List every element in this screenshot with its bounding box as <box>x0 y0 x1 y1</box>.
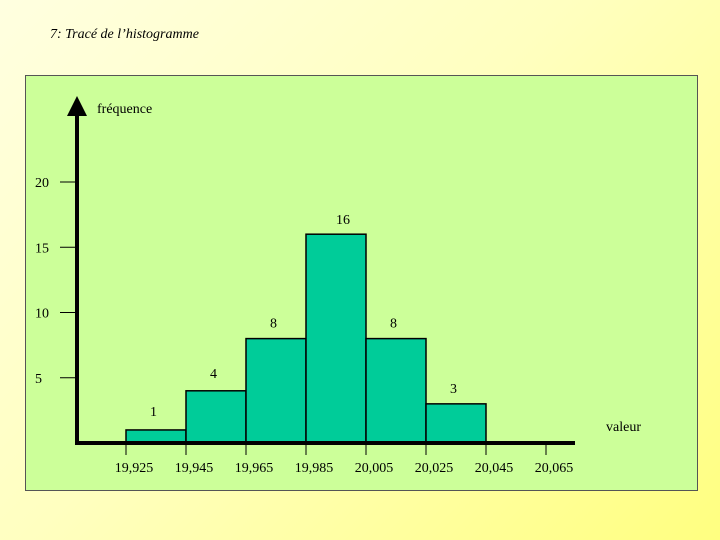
y-tick-label: 10 <box>35 307 49 322</box>
slide-title: 7: Tracé de l’histogramme <box>50 27 199 42</box>
x-tick-label: 20,045 <box>475 461 514 476</box>
x-tick-label: 19,945 <box>175 461 214 476</box>
x-tick-label: 19,985 <box>295 461 334 476</box>
histogram-bar <box>185 390 247 444</box>
histogram-bar <box>245 337 307 444</box>
ticks-layer: 5 10 15 20 19,925 19,945 19,965 19,985 20,005 20,… <box>35 176 573 476</box>
y-tick-label: 5 <box>35 372 42 387</box>
histogram-bar <box>365 337 427 444</box>
bar-data-label: 16 <box>336 213 350 228</box>
x-tick-label: 20,025 <box>415 461 454 476</box>
bar-data-label: 8 <box>390 317 397 332</box>
bar-data-label: 8 <box>270 317 277 332</box>
bar-data-label: 4 <box>210 367 217 382</box>
y-tick-label: 15 <box>35 241 49 256</box>
x-axis-label: valeur <box>606 420 641 435</box>
histogram-bar <box>305 233 367 444</box>
x-tick-label: 19,965 <box>235 461 274 476</box>
bars-layer: 1 4 8 16 8 3 <box>125 213 487 444</box>
bar-data-label: 3 <box>450 382 457 397</box>
y-tick-label: 20 <box>35 176 49 191</box>
x-tick-label: 20,065 <box>535 461 574 476</box>
x-tick-label: 20,005 <box>355 461 394 476</box>
bar-data-label: 1 <box>150 405 157 420</box>
labels-layer: fréquence valeur <box>97 102 641 435</box>
histogram-bar <box>425 403 487 444</box>
axes-layer <box>67 96 575 445</box>
x-tick-label: 19,925 <box>115 461 154 476</box>
y-axis-label: fréquence <box>97 102 152 117</box>
